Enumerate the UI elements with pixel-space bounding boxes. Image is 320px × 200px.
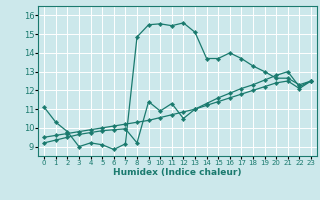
X-axis label: Humidex (Indice chaleur): Humidex (Indice chaleur) [113,168,242,177]
